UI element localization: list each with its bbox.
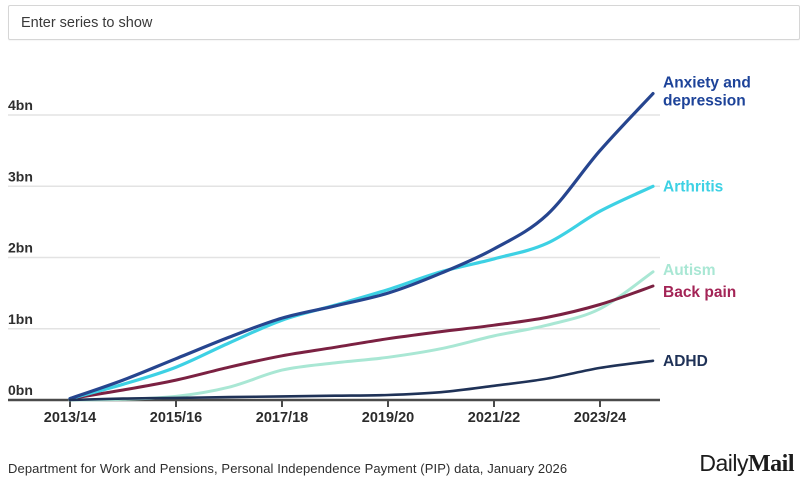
- y-axis-tick-label: 0bn: [8, 382, 33, 398]
- data-source-caption: Department for Work and Pensions, Person…: [8, 461, 568, 476]
- series-label-anxiety-and-depression: depression: [663, 93, 746, 110]
- x-axis-tick-label: 2023/24: [574, 410, 626, 426]
- x-axis-tick-label: 2019/20: [362, 410, 414, 426]
- series-line-autism: [68, 270, 655, 402]
- series-label-back-pain: Back pain: [663, 284, 736, 301]
- x-axis-tick-label: 2017/18: [256, 410, 308, 426]
- series-line-anxiety-and-depression: [68, 92, 655, 401]
- y-axis-tick-label: 4bn: [8, 97, 33, 113]
- series-line-arthritis: [68, 184, 655, 401]
- series-label-autism: Autism: [663, 262, 716, 279]
- y-axis-tick-label: 3bn: [8, 168, 33, 184]
- daily-mail-logo: DailyMail: [699, 450, 795, 477]
- x-axis-tick-label: 2015/16: [150, 410, 202, 426]
- logo-daily-text: Daily: [699, 450, 748, 476]
- y-axis-tick-label: 2bn: [8, 240, 33, 256]
- series-line-adhd: [68, 359, 655, 402]
- series-search-input[interactable]: [8, 5, 800, 40]
- y-axis-tick-label: 1bn: [8, 311, 33, 327]
- chart-footer: Department for Work and Pensions, Person…: [8, 450, 795, 477]
- series-label-anxiety-and-depression: Anxiety and: [663, 75, 751, 92]
- series-label-adhd: ADHD: [663, 353, 708, 370]
- logo-mail-text: Mail: [748, 451, 795, 477]
- series-label-arthritis: Arthritis: [663, 178, 723, 195]
- x-axis-tick-label: 2021/22: [468, 410, 520, 426]
- x-axis-tick-label: 2013/14: [44, 410, 96, 426]
- series-line-back-pain: [68, 284, 655, 401]
